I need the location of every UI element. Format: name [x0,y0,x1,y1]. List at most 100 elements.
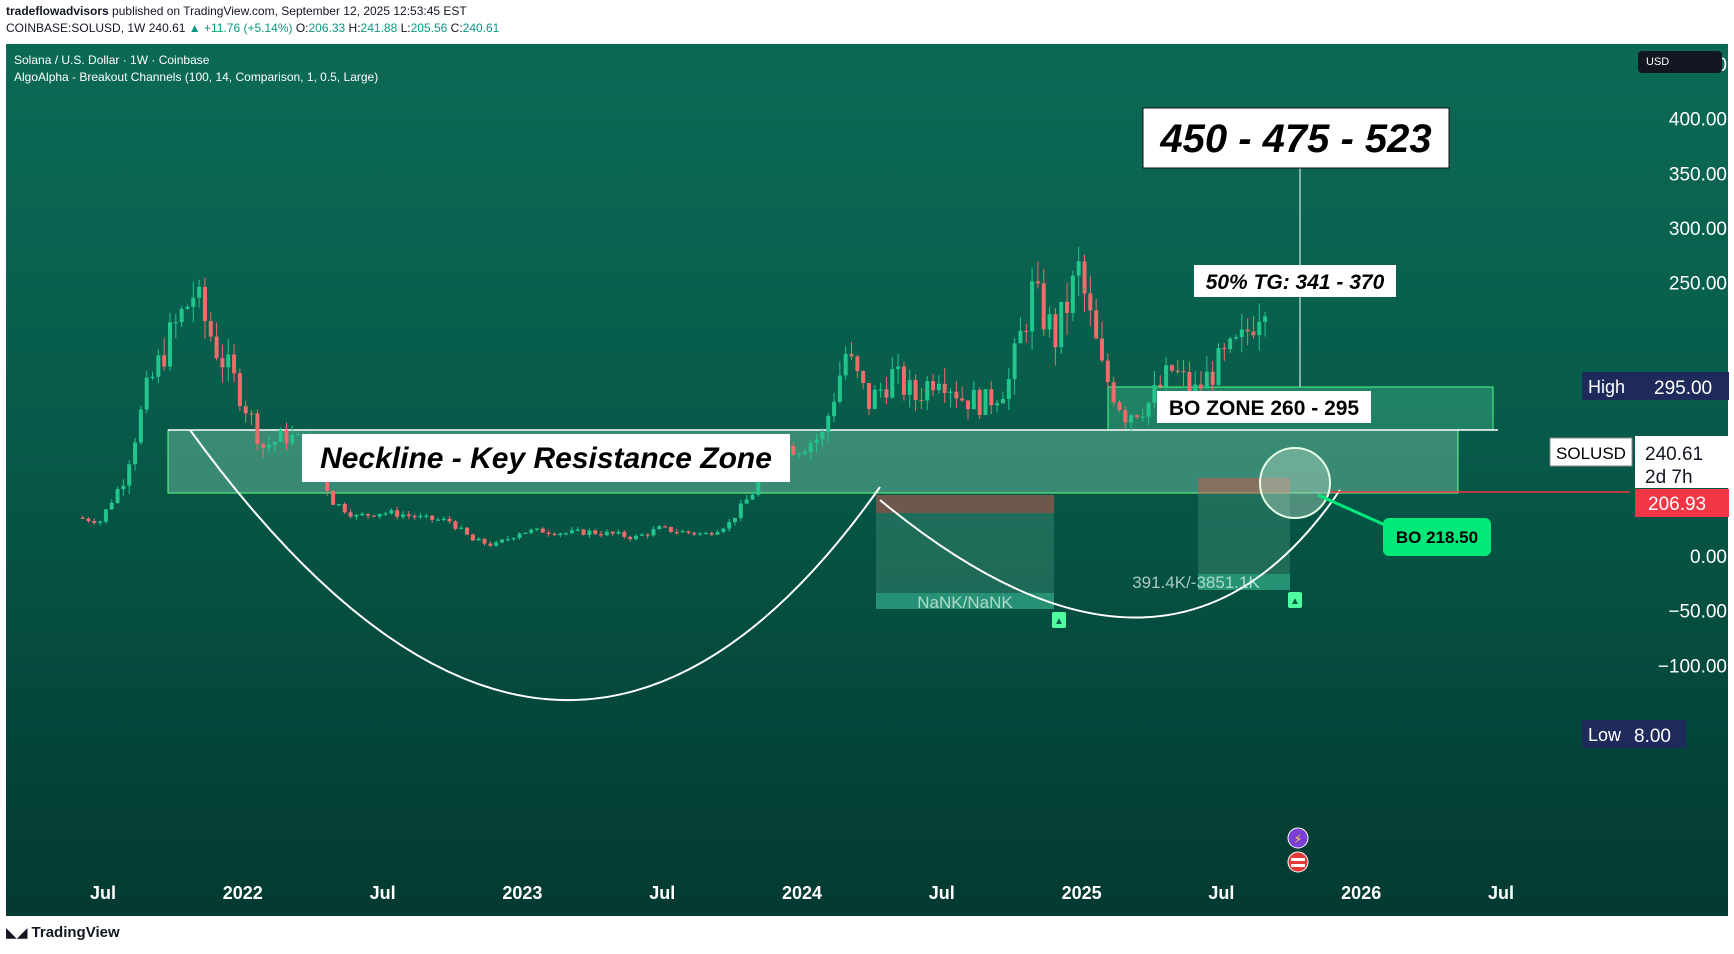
candle-body[interactable] [633,535,638,540]
candle-body[interactable] [1204,371,1209,389]
candle-body[interactable] [1088,293,1093,311]
candle-body[interactable] [872,389,877,409]
target-box[interactable]: 450 - 475 - 523 [1142,107,1450,169]
publisher-name[interactable]: tradeflowadvisors [6,4,109,18]
us-flag-icon[interactable] [1287,851,1309,873]
candle-body[interactable] [453,521,458,529]
candle-body[interactable] [331,490,336,505]
candle-body[interactable] [278,430,283,442]
candle-body[interactable] [482,538,487,544]
candle-body[interactable] [966,400,971,410]
candle-body[interactable] [179,308,184,323]
candle-body[interactable] [884,389,889,398]
candle-body[interactable] [663,526,668,528]
bo-point-label[interactable]: BO 218.50 [1383,518,1491,556]
candle-body[interactable] [791,446,796,455]
candle-body[interactable] [86,518,91,522]
candle-body[interactable] [564,533,569,535]
candle-body[interactable] [470,534,475,541]
candle-body[interactable] [668,526,673,532]
candle-body[interactable] [500,539,505,543]
candle-body[interactable] [1164,365,1169,387]
candle-body[interactable] [569,530,574,534]
candle-body[interactable] [738,503,743,518]
candle-body[interactable] [1117,402,1122,411]
candle-body[interactable] [133,442,138,465]
candle-body[interactable] [674,531,679,534]
candle-body[interactable] [756,479,761,495]
candle-body[interactable] [680,531,685,533]
candle-body[interactable] [849,353,854,357]
lightning-icon[interactable] [1287,827,1309,849]
candle-body[interactable] [1199,384,1204,389]
candle-body[interactable] [861,371,866,383]
candle-body[interactable] [989,389,994,406]
candle-body[interactable] [1228,338,1233,350]
candle-body[interactable] [1210,371,1215,385]
candle-body[interactable] [109,502,114,510]
candle-body[interactable] [348,512,353,517]
candle-body[interactable] [913,380,918,400]
candle-body[interactable] [866,382,871,409]
candle-body[interactable] [505,539,510,541]
chart-pane[interactable] [6,44,1728,916]
time-axis[interactable]: Jul 2022 Jul 2023 Jul 2024 Jul 2025 Jul 2026 Jul [90,883,1514,903]
candle-body[interactable] [808,443,813,452]
candle-body[interactable] [628,536,633,540]
neckline-label[interactable]: Neckline - Key Resistance Zone [302,434,790,482]
candle-body[interactable] [1251,331,1256,336]
candle-body[interactable] [98,521,103,523]
candle-body[interactable] [1030,281,1035,332]
candle-body[interactable] [138,409,143,443]
candle-body[interactable] [534,528,539,530]
candle-body[interactable] [121,485,126,490]
candle-body[interactable] [395,510,400,517]
candle-body[interactable] [1065,301,1070,313]
event-icons[interactable]: ⚡ [1287,827,1309,873]
candle-body[interactable] [173,322,178,324]
candle-body[interactable] [523,532,528,534]
candle-body[interactable] [354,514,359,517]
candle-body[interactable] [430,515,435,520]
candle-body[interactable] [639,534,644,536]
candle-body[interactable] [983,389,988,415]
candle-body[interactable] [144,377,149,410]
candle-body[interactable] [1146,402,1151,417]
candle-body[interactable] [202,286,207,322]
candle-body[interactable] [558,533,563,536]
candle-body[interactable] [465,527,470,535]
legend-symbol-line[interactable]: Solana / U.S. Dollar · 1W · Coinbase [14,53,210,67]
candle-body[interactable] [1175,370,1180,372]
candle-body[interactable] [494,542,499,546]
candle-body[interactable] [459,527,464,529]
candle-body[interactable] [435,519,440,521]
candle-body[interactable] [942,383,947,393]
candle-body[interactable] [243,406,248,414]
candle-body[interactable] [575,529,580,531]
candle-body[interactable] [1059,301,1064,348]
candle-body[interactable] [103,509,108,522]
candle-body[interactable] [698,533,703,535]
signal-marker-1[interactable]: ▲ [1052,612,1066,628]
candle-body[interactable] [960,398,965,401]
candle-body[interactable] [290,435,295,444]
candle-body[interactable] [1193,384,1198,391]
candle-body[interactable] [406,514,411,516]
candle-body[interactable] [925,381,930,401]
candle-body[interactable] [1129,415,1134,423]
candle-body[interactable] [220,358,225,368]
candle-body[interactable] [1216,348,1221,385]
candle-body[interactable] [366,513,371,516]
candle-body[interactable] [750,494,755,500]
candle-body[interactable] [208,321,213,337]
candle-body[interactable] [383,513,388,515]
candle-body[interactable] [936,383,941,391]
candle-body[interactable] [342,504,347,513]
candle-body[interactable] [336,504,341,506]
candle-body[interactable] [1134,415,1139,417]
candle-body[interactable] [552,533,557,536]
candle-body[interactable] [715,531,720,535]
candle-body[interactable] [360,513,365,516]
candle-body[interactable] [476,538,481,541]
candle-body[interactable] [686,531,691,533]
